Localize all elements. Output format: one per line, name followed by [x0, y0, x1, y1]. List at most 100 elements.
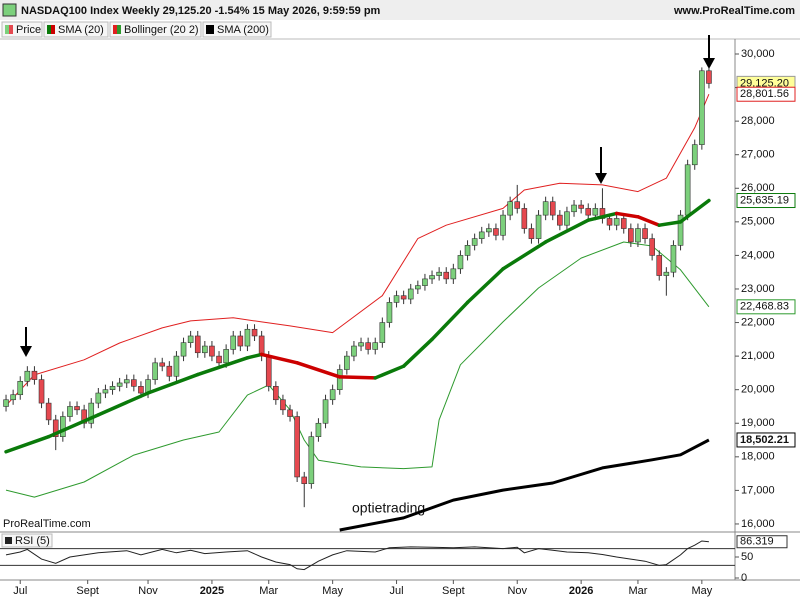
chart-title: NASDAQ100 Index Weekly 29,125.20 -1.54% … [21, 5, 381, 17]
x-tick-label: Nov [138, 585, 158, 597]
arrow-head [595, 173, 607, 184]
last-value-box [736, 193, 796, 209]
sma20-segment [245, 352, 264, 360]
bollinger-upper [5, 94, 710, 406]
x-tick-label: Jul [390, 585, 404, 597]
y-tick-label: 16,000 [741, 518, 775, 530]
candle-body [251, 328, 258, 337]
candle-body [649, 238, 655, 256]
candle-body [74, 406, 80, 411]
last-value-label: 29,125.20 [740, 77, 789, 89]
last-value-box [736, 299, 796, 315]
y-tick-label: 23,000 [741, 283, 775, 295]
candle-body [88, 402, 95, 424]
candle-body [571, 204, 577, 213]
candle-body [10, 394, 16, 401]
sma20-segment [430, 300, 470, 342]
candle-body [628, 228, 634, 243]
y-tick-label: 18,000 [741, 451, 775, 463]
candle-body [287, 409, 293, 417]
x-tick-label: Mar [259, 585, 278, 597]
candle-body [166, 365, 173, 377]
candle-body [180, 342, 187, 357]
candle-body [102, 389, 109, 394]
header-bar [0, 0, 800, 20]
candle-body [95, 392, 102, 404]
y-tick-label: 22,000 [741, 316, 775, 328]
candle-body [436, 271, 442, 276]
last-value-label: 25,635.19 [740, 194, 789, 206]
candle-body [592, 208, 599, 216]
legend-box [202, 21, 272, 38]
legend-swatch [5, 25, 9, 34]
candle-body [620, 218, 627, 229]
candle-body [17, 380, 24, 396]
arrow-head [20, 346, 32, 357]
candle-body [635, 228, 641, 243]
candle-body [386, 302, 393, 323]
sma20-segment [657, 220, 683, 227]
candle-body [457, 255, 464, 270]
rsi-legend-box [1, 533, 53, 548]
legend: Price SMA (20) Bollinger (20 2) SMA (200) [1, 21, 272, 38]
legend-swatch [206, 25, 210, 34]
legend-swatch [210, 25, 214, 34]
sma20-segment [373, 364, 406, 380]
candle-body [415, 285, 421, 290]
candle-body [450, 268, 457, 280]
candle-body [273, 386, 279, 401]
candle-body [407, 288, 414, 300]
sma200-line [339, 438, 710, 532]
candle-body [123, 379, 130, 384]
sma20-segment [195, 356, 250, 377]
bollinger-lower [5, 241, 710, 498]
source: www.ProRealTime.com [673, 5, 795, 17]
candle-body [500, 214, 506, 236]
candle-body [131, 379, 137, 387]
annotation: optietrading [352, 500, 425, 516]
candle-body [443, 271, 450, 280]
candle-body [308, 436, 315, 484]
legend-swatch [51, 25, 55, 34]
sma20-segment [295, 361, 342, 379]
y-tick-label: 25,000 [741, 216, 775, 228]
last-value-box [736, 432, 796, 448]
candle-body [663, 271, 670, 276]
y-tick-label: 26,000 [741, 182, 775, 194]
last-value-label: 18,502.21 [740, 434, 789, 446]
candle-body [535, 214, 542, 239]
y-tick-label: 30,000 [741, 48, 775, 60]
rsi-tick-label: 50 [741, 551, 753, 563]
candle-body [152, 362, 158, 380]
candle-body [528, 228, 535, 239]
candle-body [109, 386, 116, 390]
x-tick-label: Mar [628, 585, 647, 597]
candle-body [237, 335, 244, 347]
candle-body [138, 386, 144, 394]
y-tick-label: 21,000 [741, 350, 775, 362]
candle-body [329, 389, 336, 401]
y-tick-label: 20,000 [741, 384, 775, 396]
candle-body [344, 355, 350, 370]
legend-swatch [47, 25, 51, 34]
candle-body [38, 379, 45, 404]
candle-body [67, 406, 73, 417]
legend-label: Price [16, 24, 41, 36]
candle-body [372, 342, 379, 350]
candle-body [514, 201, 521, 209]
sma20-segment [636, 215, 661, 227]
candle-body [315, 422, 322, 437]
sma20-segment [501, 240, 548, 271]
candle-body [578, 204, 584, 209]
candle-body [684, 164, 691, 216]
header-icon [2, 3, 17, 17]
x-tick-label: Sept [76, 585, 99, 597]
legend-box [109, 21, 202, 38]
candle-body [422, 278, 428, 286]
candle-body [216, 355, 222, 364]
candle-body [493, 228, 499, 236]
last-value-label: 28,801.56 [740, 88, 789, 100]
candle-body [116, 382, 123, 387]
candle-body [400, 295, 407, 300]
